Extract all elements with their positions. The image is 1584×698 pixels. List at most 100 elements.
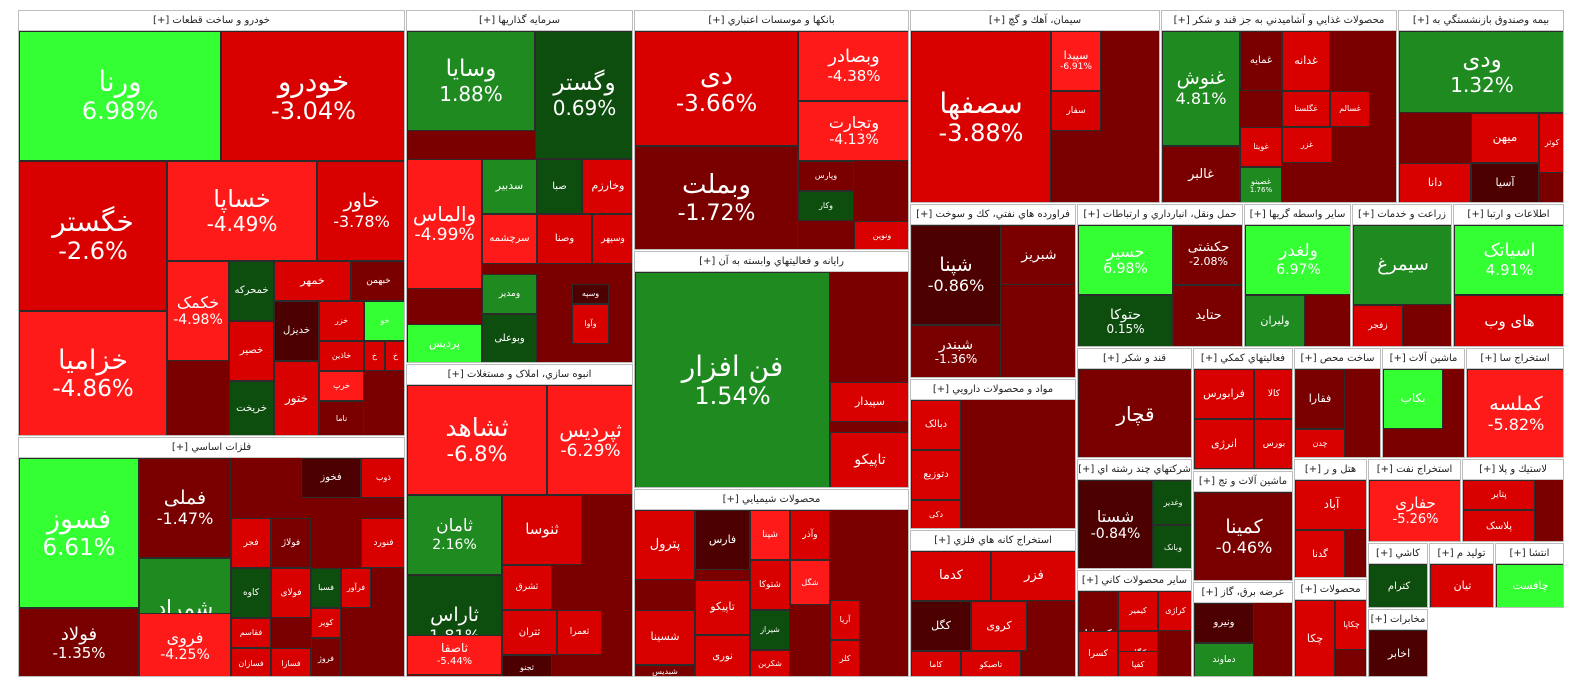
stock-tile-d8b3d9bedb8cd8afd8[interactable]: سپیدا -6.91%	[1051, 31, 1101, 91]
sector-header[interactable]: شرکتهاي چند رشته اي [+]	[1078, 460, 1191, 480]
sector-header[interactable]: مخابرات [+]	[1369, 610, 1427, 630]
stock-tile-d988d985d8afdb8cd8[interactable]: ومدیر	[482, 274, 537, 314]
stock-tile-d982da86d8a7d8b1[interactable]: قچار	[1078, 369, 1191, 457]
sector-header[interactable]: محصولات [+]	[1295, 580, 1366, 600]
stock-tile-da86d8a7d981d8b3d8[interactable]: چافست	[1496, 564, 1563, 607]
stock-tile-daa9d8a7d984d8a7[interactable]: کالا	[1254, 369, 1292, 419]
stock-tile-daa9d8b3d8b1d8a7[interactable]: کسرا	[1078, 631, 1118, 676]
stock-tile-d988d8afdb8c[interactable]: ودی 1.32%	[1399, 31, 1563, 113]
stock-tile-d8a8d988d8b1d8b3[interactable]: بورس	[1254, 419, 1292, 469]
stock-tile-d981d8b1d988db8c[interactable]: فروی -4.25%	[139, 613, 231, 676]
sector-header[interactable]: رايانه و فعاليتهاي وابسته به آن [+]	[635, 252, 908, 272]
stock-tile-d988d8a8d8b5d8a7d8[interactable]: وبصادر -4.38%	[798, 31, 908, 101]
stock-tile-varna[interactable]: ورنا 6.98%	[19, 31, 221, 161]
stock-tile-d8aed8b3d8a7d9bed8[interactable]: خساپا -4.49%	[167, 161, 317, 261]
stock-tile-d8bad8a7d984d8a8d8[interactable]: غالبر	[1162, 146, 1240, 202]
stock-tile-daa9d988db8cd8b1[interactable]: کویر	[311, 608, 341, 638]
stock-tile-d988d8b3d8a7db8cd8[interactable]: وسایا 1.88%	[407, 31, 535, 131]
stock-tile-d981d8b1d988da98[interactable]: فروژ	[311, 638, 341, 676]
sector-header[interactable]: حمل ونقل، انبارداري و ارتباطات [+]	[1078, 205, 1242, 225]
stock-tile-d8abd8b4d8a7d987d8[interactable]: ثشاهد -6.8%	[407, 385, 547, 495]
stock-tile-d981d8b3d988d8b2[interactable]: فسوز 6.61%	[19, 458, 139, 608]
stock-tile-daa9d8afd985d8a7[interactable]: کدما	[911, 551, 991, 601]
stock-tile-d987d8a7db8c20d988[interactable]: های وب	[1454, 295, 1563, 346]
stock-tile-d8aad8a7d9bedb8cda[interactable]: تاپیکو	[830, 432, 908, 487]
sector-header[interactable]: فراورده هاي نفتي، كك و سوخت [+]	[911, 205, 1075, 225]
sector-header[interactable]: خودرو و ساخت قطعات [+]	[19, 11, 404, 31]
sector-header[interactable]: فلزات اساسي [+]	[19, 438, 404, 458]
stock-tile-d8aed8a7d988d8b1[interactable]: خاور -3.78%	[317, 161, 404, 261]
stock-tile-daafd8afd986d8a7[interactable]: گدنا	[1295, 530, 1345, 577]
stock-tile-d8afdb8c[interactable]: دی -3.66%	[635, 31, 798, 146]
stock-tile-d8ae[interactable]: خ	[364, 341, 385, 371]
stock-tile-d8b3db8cd985d8b1d8[interactable]: سیمرغ	[1353, 225, 1451, 305]
sector-header[interactable]: ساخت محص [+]	[1295, 349, 1380, 369]
stock-tile-d8aed8b5db8cd8b1[interactable]: خصیر	[229, 321, 274, 381]
stock-tile-d8abd986d988d8b3d8[interactable]: ثنوسا	[502, 495, 582, 565]
stock-tile-d981d982d8a7d8b1d8[interactable]: فقارا	[1295, 369, 1345, 429]
stock-tile-d8bad8b2d8b1[interactable]: غزر	[1282, 127, 1332, 163]
stock-tile-d8aed985d8add8b1da[interactable]: خمحرکه	[229, 261, 274, 321]
stock-tile-d8b4d8b3db8cd986d8[interactable]: شسینا	[635, 610, 695, 665]
stock-tile-d981d8b3d8a7d8b2d8[interactable]: فسازان	[231, 648, 271, 676]
stock-tile-d9bed8aad8b1d988d9[interactable]: پترول	[635, 510, 695, 580]
stock-tile-d988d8aad8acd8a7d8[interactable]: وتجارت -4.13%	[798, 101, 908, 161]
stock-tile-d8a7d8b3db8cd8a7d8[interactable]: اسیاتک 4.91%	[1454, 225, 1563, 295]
stock-tile-d988d8bad8afdb8cd8[interactable]: وغدیر	[1153, 480, 1191, 525]
sector-header[interactable]: لاستيك و پلا [+]	[1463, 460, 1563, 480]
stock-tile-d8b4db8cd8b1d8a7d8[interactable]: شیراز	[750, 610, 790, 650]
stock-tile-d8a2d8a8d8a7d8af[interactable]: آباد	[1295, 480, 1366, 530]
stock-tile-d988d8aed8a7d8b1d8[interactable]: وخارزم	[582, 159, 632, 214]
stock-tile-d8afd8a7d986d8a7[interactable]: دانا	[1399, 163, 1471, 202]
stock-tile-d8a2d8b3db8cd8a7[interactable]: آسیا	[1471, 163, 1539, 202]
stock-tile-d8abd8acd986d988[interactable]: ثجنو	[502, 655, 552, 676]
stock-tile-sesfaha[interactable]: سصفها -3.88%	[911, 31, 1051, 202]
stock-tile-khodro[interactable]: خودرو -3.04%	[221, 31, 404, 161]
stock-tile-d8bad985d8a7db8cd9[interactable]: غمایه	[1240, 31, 1282, 91]
stock-tile-d8b5d8a8d8a7[interactable]: صبا	[537, 159, 582, 214]
stock-tile-d8b3d8b1da86d8b4d9[interactable]: سرچشمه	[482, 214, 537, 264]
stock-tile-d8a8daa9d8a7d8a8[interactable]: بکاب	[1383, 369, 1443, 429]
stock-tile-d8afd8aad988d8b2db[interactable]: دتوزیع	[911, 450, 961, 500]
stock-tile-d8b4daafd984[interactable]: شگل	[790, 560, 830, 605]
stock-tile-da86d8afd986[interactable]: چدن	[1295, 429, 1345, 457]
stock-tile-d8abd9bed8b1d8afdb[interactable]: ثپردیس -6.29%	[547, 385, 632, 495]
stock-tile-d981d988d984d8a7d8[interactable]: فولاد -1.35%	[19, 608, 139, 676]
stock-tile-d8abd8b9d985d8b1d8[interactable]: ثعمرا	[557, 610, 602, 655]
stock-tile-d8aedaafd8b3d8aad8[interactable]: خگستر -2.6%	[19, 161, 167, 311]
stock-tile-d9bed984d8a7d8b3da[interactable]: پلاسک	[1463, 510, 1535, 541]
stock-tile-daa9d988d8abd8b1[interactable]: کوثر	[1539, 113, 1563, 173]
stock-tile-d8aed8afdb8cd8b2d9[interactable]: خدیزل	[274, 301, 319, 361]
stock-tile-daa9d8a7d988d987[interactable]: کاوه	[231, 568, 271, 618]
stock-tile-d8b3d9bedb8cd8afd8[interactable]: سپیدار	[830, 382, 908, 422]
stock-tile-d986d988d8b1db8c[interactable]: نوری	[695, 635, 750, 676]
stock-tile-d988d8b5d986d8a7[interactable]: وصنا	[537, 214, 592, 264]
stock-tile-d981d8aed988d8b2[interactable]: فخوز	[301, 458, 361, 498]
stock-tile-d8a7d986d8b1da98db[interactable]: انرژی	[1194, 419, 1254, 469]
stock-tile-d988d986db8cd8b1d9[interactable]: ونیرو	[1194, 603, 1254, 643]
stock-tile-d8aed8b1db8cd8aed8[interactable]: خریخت	[229, 381, 274, 435]
stock-tile-d9bed8aad8a7db8cd8[interactable]: پتایر	[1463, 480, 1535, 510]
stock-tile-d8add981d8a7d8b1db[interactable]: حفاری -5.26%	[1369, 480, 1460, 541]
stock-tile-d8abd8aad8b1d8a7d9[interactable]: ثتران	[502, 610, 557, 655]
stock-tile-d8bad8b5db8cd986d9[interactable]: غصینو 1.76%	[1240, 167, 1282, 202]
stock-tile-daa9d8aad8b1d8a7d9[interactable]: کترام	[1369, 564, 1427, 607]
stock-tile-d981d8b2d8b1[interactable]: فزر	[991, 551, 1075, 601]
stock-tile-fan-afzar[interactable]: فن افزار 1.54%	[635, 272, 830, 487]
stock-tile-d8ae[interactable]: خ	[385, 341, 404, 371]
stock-tile-d981d988d984d8a7da[interactable]: فولاژ	[271, 518, 311, 568]
stock-tile-daa9d8b1d988db8c[interactable]: کروی	[971, 601, 1027, 651]
stock-tile-d8afdaa9db8c[interactable]: دکی	[911, 500, 961, 528]
stock-tile-d8afd985d8a7d988d9[interactable]: دماوند	[1194, 643, 1254, 676]
sector-header[interactable]: بیمه وصندوق بازنشستگي به [+]	[1399, 11, 1563, 31]
stock-tile-daa9d8b1d8a7da98db[interactable]: کراژی	[1158, 591, 1191, 631]
stock-tile-d8b4d8b3d8aad8a7[interactable]: شستا -0.84%	[1078, 480, 1153, 568]
stock-tile-d988d8a7d984d985d8[interactable]: والماس -4.99%	[407, 159, 482, 289]
stock-tile-d988d8b3d9bed987d8[interactable]: وسپهر	[592, 214, 632, 264]
stock-tile-d8aadb8cd8a7d986[interactable]: تیان	[1430, 564, 1493, 607]
stock-tile-d986d8a7d985d8a7[interactable]: ناما	[319, 401, 364, 435]
stock-tile-d8a7d8aed8a7d8a8d8[interactable]: اخابر	[1369, 630, 1427, 676]
stock-tile-daa9daafd984[interactable]: کگل	[911, 601, 971, 651]
stock-tile-d8bad8afd8a7d986d9[interactable]: غدانه	[1282, 31, 1330, 91]
stock-tile-d988d8a2d988d8a7[interactable]: وآوا	[572, 304, 609, 344]
